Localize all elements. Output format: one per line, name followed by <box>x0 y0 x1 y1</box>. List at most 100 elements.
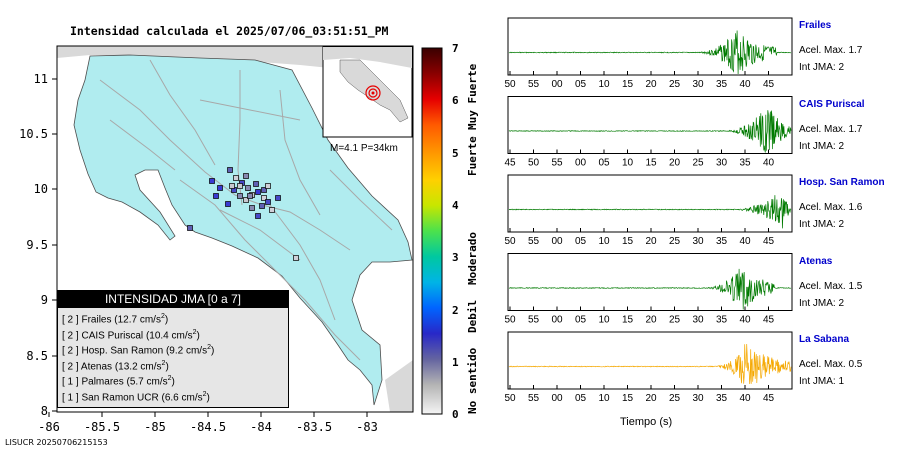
intensity-colorbar <box>421 47 443 415</box>
time-tick: 30 <box>716 158 728 169</box>
station-marker <box>237 193 243 199</box>
time-tick: 15 <box>645 158 657 169</box>
waveform-panel: 50 55 00 05 10 15 20 25 30 35 40 45 45 50 55 00 05 10 15 20… <box>504 17 793 404</box>
legend-title: INTENSIDAD JMA [0 a 7] <box>58 291 288 308</box>
waveform-trace: 50 55 00 05 10 15 20 25 30 35 40 45 <box>504 17 793 90</box>
legend-item-exp: 2 <box>202 390 207 398</box>
time-tick: 45 <box>763 393 775 404</box>
colorbar-level: 4 <box>452 198 459 212</box>
station-marker <box>265 183 271 189</box>
time-tick: 55 <box>528 79 540 90</box>
y-tick: 11 <box>34 72 48 86</box>
legend-item-level: [ 2 ] <box>62 314 79 326</box>
station-int-label: Int JMA: 2 <box>799 297 845 309</box>
time-tick: 45 <box>763 236 775 247</box>
colorbar-category: Debil <box>466 299 479 333</box>
time-tick: 25 <box>692 158 704 169</box>
station-marker <box>275 195 281 201</box>
legend-item-exp: 2 <box>167 375 172 382</box>
time-tick: 50 <box>504 236 516 247</box>
station-name-label: La Sabana <box>799 334 850 345</box>
y-tick: 10.5 <box>19 127 48 141</box>
legend-item: [ 2 ] Atenas (13.2 cm/s2) <box>58 360 288 376</box>
station-marker <box>269 207 275 213</box>
time-tick: 30 <box>692 236 704 247</box>
station-marker <box>229 183 235 189</box>
station-accel-label: Acel. Max. 1.7 <box>799 123 863 135</box>
legend-item-level: [ 1 ] <box>62 391 79 403</box>
time-tick: 40 <box>739 79 751 90</box>
station-accel-label: Acel. Max. 1.5 <box>799 280 863 292</box>
time-tick: 00 <box>551 236 563 247</box>
legend-item-close: ) <box>164 314 169 326</box>
legend-item-station: Hosp. San Ramon <box>81 345 164 357</box>
time-tick: 15 <box>622 79 634 90</box>
neighbor-land-south <box>385 360 413 412</box>
station-marker <box>259 203 265 209</box>
legend-item-value: (9.2 cm/s <box>165 345 208 357</box>
time-tick: 05 <box>575 236 587 247</box>
legend-item-value: (12.7 cm/s <box>114 314 161 326</box>
time-tick: 50 <box>504 393 516 404</box>
time-tick: 55 <box>528 393 540 404</box>
legend-item-level: [ 2 ] <box>62 329 79 341</box>
waveform-trace: 50 55 00 05 10 15 20 25 30 35 40 45 <box>504 174 793 247</box>
time-tick: 35 <box>739 158 751 169</box>
legend-item-exp: 2 <box>207 344 211 351</box>
time-tick: 40 <box>739 393 751 404</box>
legend-item-station: San Ramon UCR <box>81 391 159 403</box>
legend-item-station: Atenas <box>80 360 113 372</box>
station-int-label: Int JMA: 2 <box>799 219 845 230</box>
time-tick: 00 <box>575 158 587 169</box>
x-tick: -85.5 <box>84 420 120 434</box>
waveform-trace: 50 55 00 05 10 15 20 25 30 35 40 45 <box>504 253 793 326</box>
legend-item: [ 2 ] Hosp. San Ramon (9.2 cm/s2) <box>58 344 288 360</box>
y-tick: 9.5 <box>26 238 48 252</box>
legend-item: [ 2 ] CAIS Puriscal (10.4 cm/s2) <box>58 329 288 345</box>
y-tick: 10 <box>34 182 48 196</box>
time-tick: 30 <box>692 315 704 326</box>
time-tick: 30 <box>692 79 704 90</box>
legend-item-value: (5.7 cm/s <box>126 376 168 388</box>
time-tick: 00 <box>551 393 563 404</box>
time-tick: 10 <box>598 79 610 90</box>
costa-rica-land <box>73 54 413 406</box>
legend-item-level: [ 2 ] <box>62 345 79 357</box>
road-network <box>99 59 393 361</box>
legend-item-exp: 2 <box>160 313 165 320</box>
waveform-signal <box>508 343 792 385</box>
time-tick: 55 <box>528 236 540 247</box>
x-tick: -86 <box>38 420 60 434</box>
x-tick: -84.5 <box>190 420 226 434</box>
waveform-signal <box>508 268 792 310</box>
legend-item-station: Palmares <box>81 376 124 388</box>
y-tick: 9 <box>41 293 48 307</box>
legend-item-level: [ 1 ] <box>62 376 79 388</box>
x-tick: -83.5 <box>296 420 332 434</box>
time-tick: 35 <box>716 79 728 90</box>
time-tick: 50 <box>528 158 540 169</box>
colorbar-level: 7 <box>452 42 459 55</box>
legend-item-value: (13.2 cm/s <box>114 360 162 372</box>
legend-item-station: CAIS Puriscal <box>81 329 144 341</box>
colorbar-level: 2 <box>452 303 459 317</box>
station-marker <box>225 201 231 207</box>
x-tick: -85 <box>144 420 166 434</box>
station-int-label: Int JMA: 2 <box>799 140 845 152</box>
legend-item-close: ) <box>171 376 175 388</box>
waveform-signal <box>508 30 792 75</box>
station-marker <box>261 195 267 201</box>
time-tick: 00 <box>551 315 563 326</box>
legend-item: [ 1 ] San Ramon UCR (6.6 cm/s2) <box>58 391 288 407</box>
time-tick: 20 <box>645 236 657 247</box>
time-tick: 35 <box>716 236 728 247</box>
station-name-label: Hosp. San Ramon <box>799 177 885 188</box>
station-marker <box>293 255 299 261</box>
time-tick: 10 <box>598 393 610 404</box>
legend-item-level: [ 2 ] <box>62 360 79 372</box>
colorbar-category: Fuerte <box>466 136 479 176</box>
legend-item-value: (6.6 cm/s <box>161 391 203 403</box>
station-marker <box>233 175 239 181</box>
station-marker <box>247 193 253 199</box>
colorbar-level: 0 <box>452 408 459 422</box>
